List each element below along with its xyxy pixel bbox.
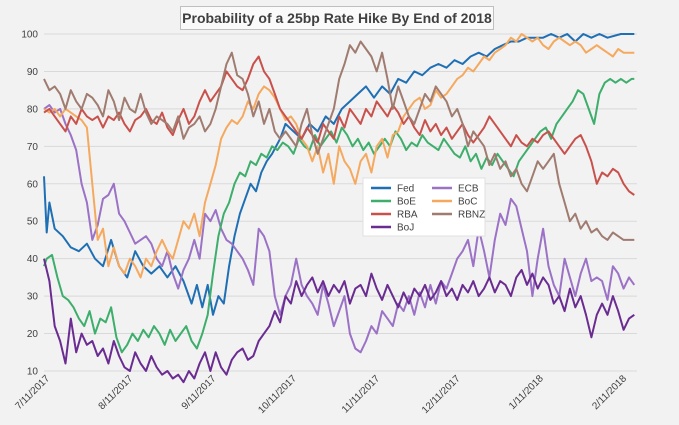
y-tick-label: 20 [27,329,39,340]
legend-label-boe: BoE [397,197,416,208]
chart-title: Probability of a 25bp Rate Hike By End o… [180,6,494,30]
y-tick-label: 40 [27,254,39,265]
y-tick-label: 100 [21,30,38,41]
x-tick-label: 1/11/2018 [507,373,546,412]
legend: Fed ECB BoE BoC RBA RBNZ BoJ [362,177,486,237]
y-tick-label: 10 [27,367,39,378]
gridlines [44,33,637,372]
legend-label-boj: BoJ [397,223,414,234]
x-tick-label: 7/11/2017 [13,373,52,412]
x-tick-label: 2/11/2018 [590,373,629,412]
series-line-boe [43,77,635,354]
series-line-boc [43,33,635,279]
series-lines [43,33,636,384]
series-line-rba [43,55,635,196]
y-tick-label: 30 [27,292,39,303]
y-tick-label: 90 [27,67,39,78]
series-line-rbnz [43,40,635,241]
series-line-boj [43,258,635,384]
legend-label-fed: Fed [397,184,414,195]
x-tick-label: 8/11/2017 [97,373,136,412]
x-tick-label: 11/11/2017 [340,373,382,415]
legend-label-rba: RBA [397,210,418,221]
x-tick-label: 12/11/2017 [420,373,463,416]
y-tick-label: 50 [27,217,39,228]
x-axis: 7/11/2017 8/11/2017 9/11/2017 10/11/2017 11/… [13,373,629,416]
x-tick-label: 10/11/2017 [256,373,299,416]
y-tick-label: 80 [27,104,39,115]
legend-label-rbnz: RBNZ [458,210,485,221]
y-tick-label: 60 [27,179,39,190]
y-tick-label: 70 [27,142,39,153]
legend-label-boc: BoC [458,197,477,208]
y-axis: 10 20 30 40 50 60 70 80 90 100 [21,30,38,378]
legend-label-ecb: ECB [458,184,479,195]
series-line-ecb [43,104,636,354]
